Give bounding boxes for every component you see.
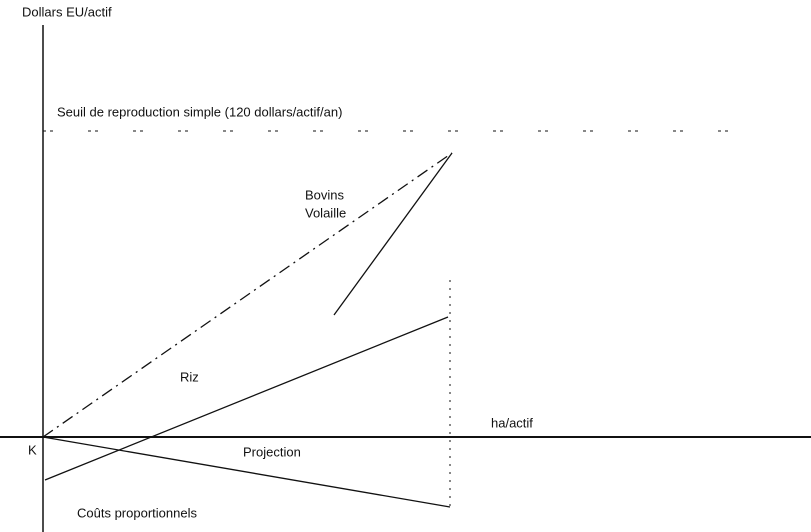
riz-label: Riz [180,369,199,384]
bovins-volaille-line [42,152,453,438]
bovins-segment [333,152,453,316]
x-axis-label: ha/actif [491,415,533,430]
bovins-label: Bovins [305,187,345,202]
projection-label: Projection [243,444,301,459]
couts-line [42,436,451,508]
volaille-label: Volaille [305,205,346,220]
y-axis-label: Dollars EU/actif [22,4,112,19]
riz-line [44,316,449,481]
threshold-label: Seuil de reproduction simple (120 dollar… [57,104,342,119]
origin-label: K [28,442,37,457]
couts-label: Coûts proportionnels [77,505,197,520]
